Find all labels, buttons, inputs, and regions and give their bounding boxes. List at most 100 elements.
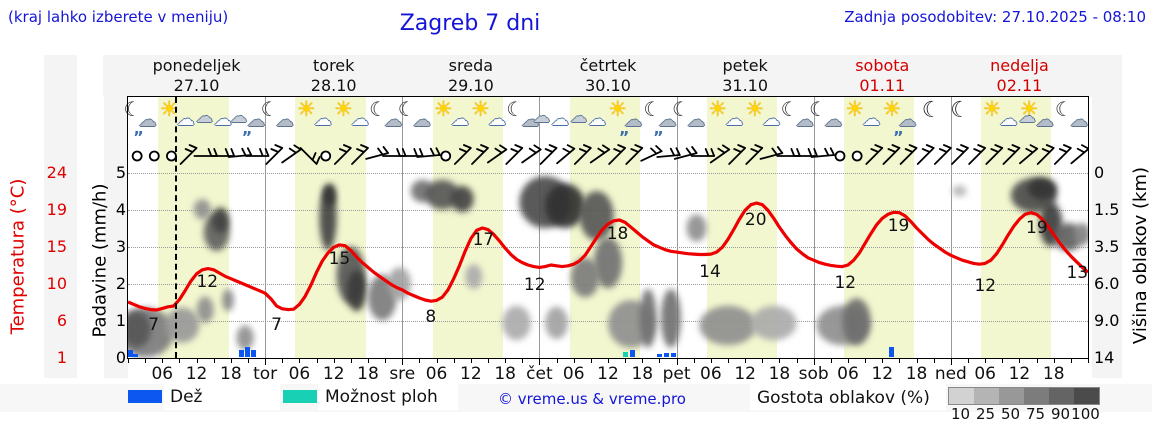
wind-barb-icon [556, 144, 576, 165]
wind-barb-icon [486, 144, 508, 164]
rain-legend-label: Dež [170, 387, 203, 407]
cloud-blob [1073, 223, 1088, 246]
precip-bar [133, 354, 139, 357]
icon-part-rain: „ [242, 119, 253, 138]
wind-barb-icon [589, 144, 611, 164]
weather-icon-clouds: ☁ ☁ [533, 99, 569, 135]
cloud-blob [545, 183, 586, 228]
x-tick [573, 358, 575, 363]
day-name: petek [722, 56, 768, 75]
weather-icon-moon-small-cloud: ☾ ☁ [396, 99, 432, 135]
icon-part-sun: ☀ [845, 97, 865, 121]
shower-legend-plate [318, 384, 458, 410]
x-tick [213, 358, 215, 363]
icon-part-sun: ☀ [159, 97, 179, 121]
wind-barb-icon [690, 148, 716, 157]
icon-part-moon: ☾ [397, 97, 416, 121]
day-name: ponedeljek [152, 56, 241, 75]
cloud-blob [212, 207, 230, 233]
day-header: torek 28.10 [269, 56, 399, 96]
density-tick-label: 25 [975, 405, 996, 423]
icon-part-cw: ☁ [862, 109, 881, 130]
icon-part-cw: ☁ [450, 109, 469, 130]
day-name: sreda [448, 56, 494, 75]
precip-bar [671, 352, 677, 357]
cloud-blob [236, 325, 254, 351]
icon-part-cg: ☁ [824, 110, 843, 131]
weather-icon-moon-cloud-rain: ☾ ☁ „ [641, 99, 677, 137]
icon-part-sun: ☀ [708, 97, 727, 121]
cloud-blob [222, 289, 234, 312]
x-hour-label: 12 [185, 364, 208, 384]
cloud-blob [346, 270, 367, 312]
x-tick [128, 358, 129, 363]
x-hour-label: 06 [700, 364, 722, 384]
icon-part-cg: ☁ [687, 110, 705, 131]
precip-tick-label: 2 [115, 273, 126, 293]
cloud-blob [128, 311, 151, 348]
x-hour-label: 12 [871, 364, 894, 384]
wind-barb-icon [882, 144, 901, 165]
temp-point-label: 19 [1026, 217, 1048, 238]
weather-icon-cloud-sun: ☀ ☁ ☁ [1019, 99, 1055, 135]
precip-tick-label: 1 [115, 310, 126, 330]
x-tick [539, 358, 541, 365]
precip-axis-stripe [104, 55, 128, 378]
x-tick [333, 358, 335, 363]
daylight-shade [432, 97, 503, 358]
x-day-abbr: tor [253, 364, 278, 384]
x-tick [368, 358, 369, 363]
precip-bar [664, 352, 670, 357]
x-tick [1088, 358, 1089, 363]
cloud-blob [323, 183, 336, 206]
current-time-line [174, 97, 177, 358]
x-hour-label: 06 [837, 364, 859, 384]
density-tick-label: 100 [1071, 405, 1100, 423]
x-tick [1070, 358, 1072, 363]
x-tick [916, 358, 918, 363]
temperature-polyline [128, 201, 1088, 312]
cloud-axis-stripe [1092, 55, 1122, 378]
cloud-blob [425, 179, 460, 210]
day-date: 29.10 [447, 76, 494, 95]
x-tick [488, 358, 489, 363]
precip-gridline [128, 320, 1088, 322]
cloud-blob [196, 296, 214, 323]
icon-part-moon: ☾ [809, 97, 828, 121]
wind-barb-icon [1036, 144, 1055, 165]
day-date: 28.10 [310, 76, 357, 95]
x-tick [196, 358, 198, 363]
x-hour-label: 18 [494, 364, 516, 384]
temp-point-label: 13 [1066, 262, 1089, 283]
wind-barb-icon [179, 144, 198, 165]
x-tick [248, 358, 249, 363]
density-cell [999, 388, 1024, 404]
day-header: ponedeljek 27.10 [132, 56, 262, 96]
cloud-axis-title: Višina oblakov (km) [1130, 166, 1151, 345]
rain-legend-plate [164, 384, 280, 410]
x-tick [402, 358, 404, 365]
precip-bar [630, 350, 635, 357]
temp-tick-label: 15 [46, 236, 67, 256]
x-hour-label: 06 [288, 364, 311, 384]
day-header-band [103, 55, 1105, 97]
x-tick [419, 358, 421, 363]
icon-part-sun: ☀ [471, 97, 490, 121]
x-tick [453, 358, 455, 363]
weather-icon-moon-cloud: ☾ ☁ [367, 99, 403, 135]
day-date: 27.10 [173, 76, 220, 95]
x-tick [556, 358, 558, 363]
precip-bar [888, 347, 894, 357]
day-date: 31.10 [722, 76, 769, 95]
wind-calm-icon [834, 150, 846, 162]
day-boundary-line [402, 97, 404, 358]
day-name: nedelja [990, 56, 1049, 75]
weather-icon-sun-cloud: ☀ ☁ [981, 99, 1017, 135]
day-header: sobota 01.11 [817, 56, 947, 96]
x-tick [676, 358, 678, 365]
day-date: 02.11 [996, 76, 1043, 95]
day-boundary-line [539, 97, 541, 358]
x-tick [882, 358, 884, 363]
x-tick [693, 358, 695, 363]
